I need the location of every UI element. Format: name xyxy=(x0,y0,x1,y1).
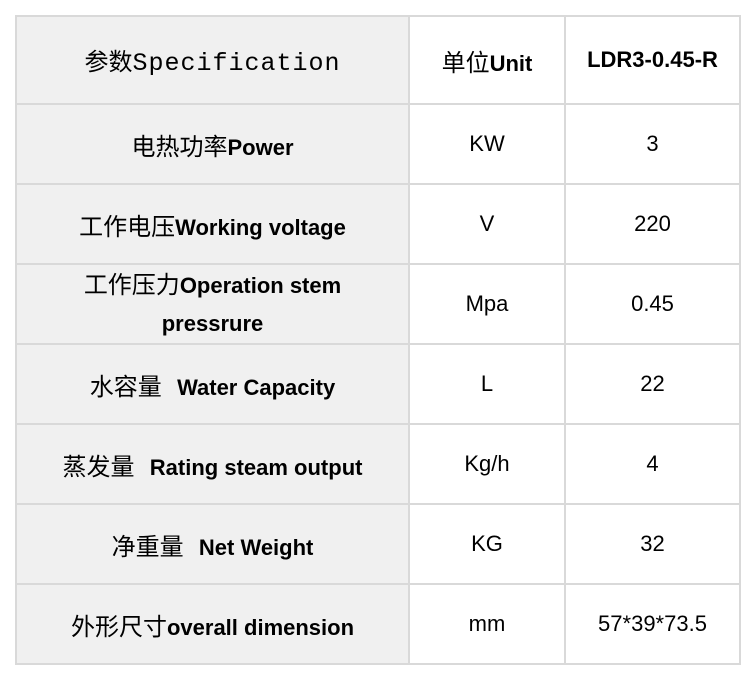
value-cell: 22 xyxy=(564,343,741,425)
table-row: 外形尺寸overall dimension mm 57*39*73.5 xyxy=(15,583,741,665)
spec-cell: 工作电压Working voltage xyxy=(15,183,410,265)
spec-en: Working voltage xyxy=(175,214,346,240)
table-row: 蒸发量 Rating steam output Kg/h 4 xyxy=(15,423,741,505)
spec-zh: 水容量 xyxy=(89,372,178,401)
spec-zh: 工作电压 xyxy=(79,212,176,241)
spec-cell: 蒸发量 Rating steam output xyxy=(15,423,410,505)
unit-cell: V xyxy=(408,183,566,265)
value-cell: 3 xyxy=(564,103,741,185)
spec-en: Operation stem pressrure xyxy=(161,272,342,336)
spec-en: Rating steam output xyxy=(149,454,363,480)
spec-en: Water Capacity xyxy=(177,374,336,400)
value-cell: 57*39*73.5 xyxy=(564,583,741,665)
header-spec-en: Specification xyxy=(132,49,341,78)
value-cell: 32 xyxy=(564,503,741,585)
table-header-row: 参数Specification 单位Unit LDR3-0.45-R xyxy=(15,15,741,105)
unit-cell: Kg/h xyxy=(408,423,566,505)
header-unit-zh: 单位 xyxy=(441,48,490,77)
unit-cell: mm xyxy=(408,583,566,665)
spec-zh: 工作压力 xyxy=(83,270,180,299)
spec-en: Power xyxy=(227,134,294,160)
header-spec: 参数Specification xyxy=(15,15,410,105)
unit-cell: L xyxy=(408,343,566,425)
spec-zh: 蒸发量 xyxy=(62,452,150,481)
table-row: 水容量 Water Capacity L 22 xyxy=(15,343,741,425)
header-model: LDR3-0.45-R xyxy=(564,15,741,105)
spec-cell: 工作压力Operation stem pressrure xyxy=(15,263,410,345)
header-spec-zh: 参数 xyxy=(84,48,133,76)
spec-table: 参数Specification 单位Unit LDR3-0.45-R 电热功率P… xyxy=(15,15,741,665)
spec-zh: 净重量 xyxy=(111,532,199,561)
spec-cell: 电热功率Power xyxy=(15,103,410,185)
table-row: 工作压力Operation stem pressrure Mpa 0.45 xyxy=(15,263,741,345)
table-row: 电热功率Power KW 3 xyxy=(15,103,741,185)
spec-zh: 外形尺寸 xyxy=(70,612,167,641)
spec-cell: 净重量 Net Weight xyxy=(15,503,410,585)
spec-en: overall dimension xyxy=(166,614,355,640)
spec-en: Net Weight xyxy=(198,534,314,560)
table-row: 工作电压Working voltage V 220 xyxy=(15,183,741,265)
value-cell: 220 xyxy=(564,183,741,265)
header-unit-en: Unit xyxy=(489,50,533,76)
value-cell: 4 xyxy=(564,423,741,505)
unit-cell: Mpa xyxy=(408,263,566,345)
spec-zh: 电热功率 xyxy=(131,132,228,161)
spec-cell: 外形尺寸overall dimension xyxy=(15,583,410,665)
unit-cell: KG xyxy=(408,503,566,585)
unit-cell: KW xyxy=(408,103,566,185)
header-unit: 单位Unit xyxy=(408,15,566,105)
table-row: 净重量 Net Weight KG 32 xyxy=(15,503,741,585)
spec-cell: 水容量 Water Capacity xyxy=(15,343,410,425)
value-cell: 0.45 xyxy=(564,263,741,345)
